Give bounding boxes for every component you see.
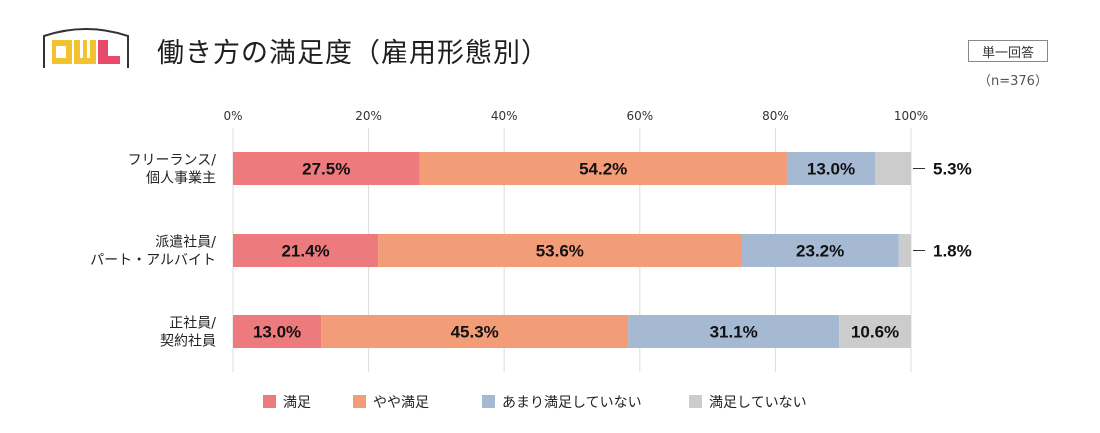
legend-swatch [353, 395, 366, 408]
legend-label: あまり満足していない [502, 395, 642, 411]
data-label: 27.5% [302, 160, 350, 179]
data-label: 1.8% [933, 242, 972, 261]
bar-segment [786, 152, 876, 185]
category-label: 派遣社員/ [155, 235, 216, 251]
category-label: 個人事業主 [146, 171, 216, 187]
data-label: 10.6% [851, 323, 899, 342]
bar-segment [233, 315, 322, 348]
bar-segment [628, 315, 840, 348]
data-label: 54.2% [579, 160, 627, 179]
bar-segment [839, 315, 911, 348]
legend-label: やや満足 [373, 395, 429, 411]
data-label: 13.0% [807, 160, 855, 179]
category-label: フリーランス/ [128, 153, 217, 169]
legend-label: 満足していない [709, 395, 807, 411]
legend-swatch [263, 395, 276, 408]
category-label: 正社員/ [169, 316, 216, 332]
data-label: 53.6% [536, 242, 584, 261]
x-tick-label: 0% [223, 109, 242, 123]
bar-segment [875, 152, 911, 185]
category-label: パート・アルバイト [90, 253, 216, 269]
category-label: 契約社員 [160, 334, 216, 350]
cwl-logo [43, 28, 129, 68]
bar-segment [233, 152, 420, 185]
data-label: 31.1% [710, 323, 758, 342]
bar-segment [378, 234, 742, 267]
bar-segment [321, 315, 629, 348]
x-tick-label: 40% [491, 109, 518, 123]
data-label: 5.3% [933, 160, 972, 179]
bar-segment [419, 152, 787, 185]
data-label: 45.3% [451, 323, 499, 342]
x-tick-label: 20% [355, 109, 382, 123]
legend-swatch [482, 395, 495, 408]
x-tick-label: 60% [626, 109, 653, 123]
sample-size: （n=376） [978, 74, 1048, 89]
x-tick-label: 100% [894, 109, 928, 123]
legend-label: 満足 [283, 395, 311, 411]
x-tick-label: 80% [762, 109, 789, 123]
answer-type-badge: 単一回答 [968, 40, 1048, 62]
bar-segment [898, 234, 911, 267]
data-label: 21.4% [281, 242, 329, 261]
bar-segment [741, 234, 899, 267]
data-label: 13.0% [253, 323, 301, 342]
legend-swatch [689, 395, 702, 408]
page-title: 働き方の満足度（雇用形態別） [157, 38, 549, 69]
bar-segment [233, 234, 379, 267]
data-label: 23.2% [796, 242, 844, 261]
